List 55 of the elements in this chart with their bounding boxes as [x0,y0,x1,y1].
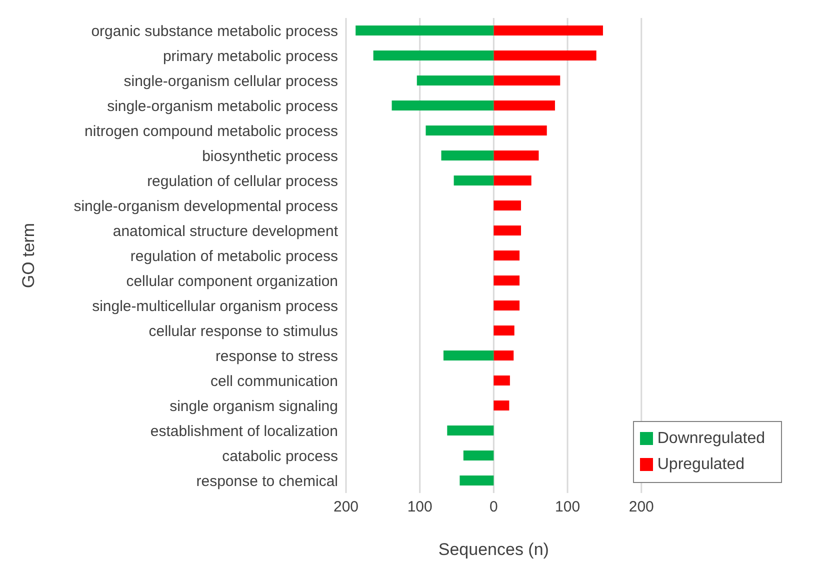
x-tick-label: 200 [628,498,654,516]
bar [447,426,494,436]
y-tick-label: single-organism developmental process [74,198,338,215]
y-tick-label: establishment of localization [150,422,338,440]
bar [494,250,520,260]
bar [494,176,532,186]
x-tick-label: 100 [407,498,432,516]
bar [463,450,494,460]
y-tick-label: regulation of cellular process [147,172,338,190]
y-axis-title: GO term [19,222,38,288]
legend-label: Downregulated [657,430,765,447]
x-tick-label: 200 [333,498,359,516]
bar [494,50,596,60]
bar [494,376,510,386]
bar [441,150,494,160]
bar [443,350,494,360]
y-tick-label: response to chemical [196,472,338,490]
bar [494,100,555,110]
x-axis-title: Sequences (n) [438,540,549,559]
y-tick-label: single-organism metabolic process [107,98,338,115]
bar [494,226,522,236]
bar [392,100,494,110]
bar [494,126,547,136]
bar [494,400,510,410]
bar [494,276,520,286]
bar [416,76,494,86]
y-tick-label: single-organism cellular process [124,72,338,90]
bar [426,126,494,136]
legend-label: Upregulated [657,456,745,473]
bar [373,50,494,60]
y-tick-label: cellular component organization [126,272,338,290]
y-tick-label: organic substance metabolic process [91,22,338,40]
y-tick-label: catabolic process [222,448,338,465]
bar [494,300,520,310]
x-tick-label: 100 [555,498,580,516]
y-tick-label: cell communication [210,372,338,390]
bar [460,476,494,486]
y-tick-label: regulation of metabolic process [130,248,338,265]
y-tick-label: nitrogen compound metabolic process [84,122,338,140]
y-tick-label: anatomical structure development [112,222,339,240]
y-tick-label: single-multicellular organism process [92,298,338,315]
bar [494,150,539,160]
bar [356,26,494,36]
y-tick-label: primary metabolic process [162,48,338,65]
bar [494,326,514,336]
bar [494,200,522,210]
bar [454,176,494,186]
x-tick-label: 0 [490,498,498,516]
bar [494,350,514,360]
bar [494,26,603,36]
y-tick-label: single organism signaling [170,398,338,415]
y-tick-label: cellular response to stimulus [148,322,338,340]
y-tick-label: response to stress [215,348,338,365]
y-tick-label: biosynthetic process [202,148,338,165]
bar [494,76,560,86]
